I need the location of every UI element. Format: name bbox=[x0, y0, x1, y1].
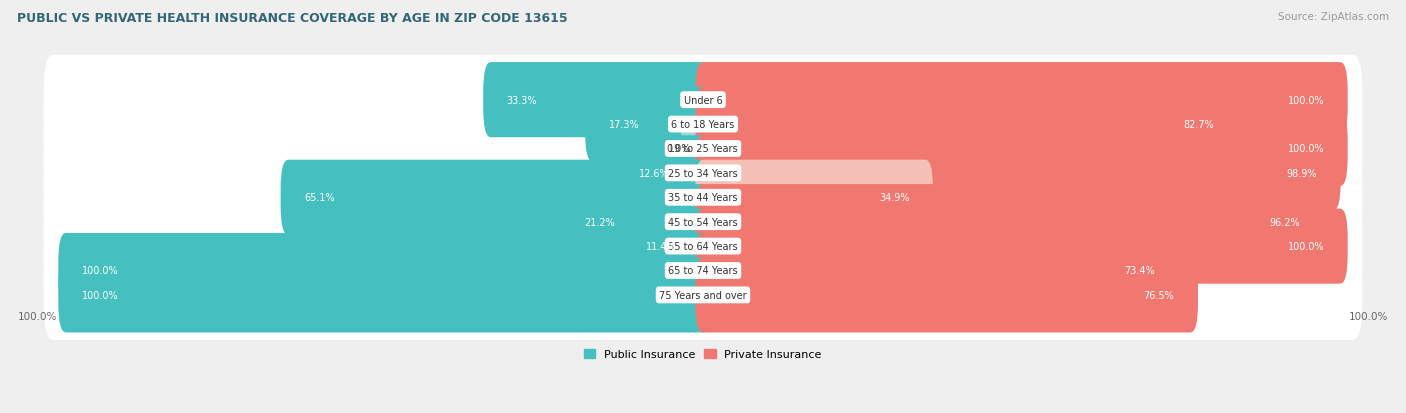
Text: 100.0%: 100.0% bbox=[82, 290, 118, 300]
Text: 100.0%: 100.0% bbox=[18, 311, 58, 321]
FancyBboxPatch shape bbox=[44, 56, 1362, 145]
FancyBboxPatch shape bbox=[58, 258, 710, 333]
Text: 76.5%: 76.5% bbox=[1143, 290, 1174, 300]
FancyBboxPatch shape bbox=[696, 185, 1323, 260]
Legend: Public Insurance, Private Insurance: Public Insurance, Private Insurance bbox=[579, 345, 827, 364]
FancyBboxPatch shape bbox=[696, 258, 1198, 333]
Text: 45 to 54 Years: 45 to 54 Years bbox=[668, 217, 738, 227]
FancyBboxPatch shape bbox=[44, 202, 1362, 291]
FancyBboxPatch shape bbox=[44, 80, 1362, 170]
Text: Under 6: Under 6 bbox=[683, 95, 723, 105]
Text: 0.0%: 0.0% bbox=[666, 144, 690, 154]
Text: 100.0%: 100.0% bbox=[1348, 311, 1388, 321]
FancyBboxPatch shape bbox=[696, 160, 934, 235]
FancyBboxPatch shape bbox=[696, 87, 1237, 162]
FancyBboxPatch shape bbox=[44, 226, 1362, 316]
Text: 25 to 34 Years: 25 to 34 Years bbox=[668, 169, 738, 178]
FancyBboxPatch shape bbox=[58, 233, 710, 309]
FancyBboxPatch shape bbox=[44, 104, 1362, 194]
Text: 55 to 64 Years: 55 to 64 Years bbox=[668, 242, 738, 252]
FancyBboxPatch shape bbox=[585, 87, 710, 162]
FancyBboxPatch shape bbox=[696, 233, 1178, 309]
Text: 34.9%: 34.9% bbox=[879, 193, 910, 203]
FancyBboxPatch shape bbox=[44, 129, 1362, 218]
Text: 35 to 44 Years: 35 to 44 Years bbox=[668, 193, 738, 203]
FancyBboxPatch shape bbox=[681, 129, 706, 170]
Text: 100.0%: 100.0% bbox=[1288, 242, 1324, 252]
Text: 100.0%: 100.0% bbox=[1288, 95, 1324, 105]
Text: 6 to 18 Years: 6 to 18 Years bbox=[672, 120, 734, 130]
Text: 65.1%: 65.1% bbox=[304, 193, 335, 203]
Text: 100.0%: 100.0% bbox=[82, 266, 118, 276]
FancyBboxPatch shape bbox=[281, 160, 710, 235]
Text: PUBLIC VS PRIVATE HEALTH INSURANCE COVERAGE BY AGE IN ZIP CODE 13615: PUBLIC VS PRIVATE HEALTH INSURANCE COVER… bbox=[17, 12, 568, 25]
Text: 21.2%: 21.2% bbox=[583, 217, 614, 227]
FancyBboxPatch shape bbox=[696, 112, 1348, 187]
FancyBboxPatch shape bbox=[484, 63, 710, 138]
FancyBboxPatch shape bbox=[44, 153, 1362, 242]
Text: 82.7%: 82.7% bbox=[1184, 120, 1213, 130]
FancyBboxPatch shape bbox=[44, 177, 1362, 267]
FancyBboxPatch shape bbox=[561, 185, 710, 260]
Text: 100.0%: 100.0% bbox=[1288, 144, 1324, 154]
Text: 96.2%: 96.2% bbox=[1270, 217, 1301, 227]
Text: 19 to 25 Years: 19 to 25 Years bbox=[668, 144, 738, 154]
FancyBboxPatch shape bbox=[614, 136, 710, 211]
FancyBboxPatch shape bbox=[623, 209, 710, 284]
Text: 98.9%: 98.9% bbox=[1286, 169, 1317, 178]
FancyBboxPatch shape bbox=[696, 209, 1348, 284]
Text: 75 Years and over: 75 Years and over bbox=[659, 290, 747, 300]
FancyBboxPatch shape bbox=[696, 136, 1341, 211]
Text: 65 to 74 Years: 65 to 74 Years bbox=[668, 266, 738, 276]
Text: 12.6%: 12.6% bbox=[638, 169, 669, 178]
FancyBboxPatch shape bbox=[44, 250, 1362, 340]
Text: 17.3%: 17.3% bbox=[609, 120, 640, 130]
Text: 33.3%: 33.3% bbox=[506, 95, 537, 105]
Text: 73.4%: 73.4% bbox=[1123, 266, 1154, 276]
Text: Source: ZipAtlas.com: Source: ZipAtlas.com bbox=[1278, 12, 1389, 22]
FancyBboxPatch shape bbox=[696, 63, 1348, 138]
Text: 11.4%: 11.4% bbox=[647, 242, 676, 252]
